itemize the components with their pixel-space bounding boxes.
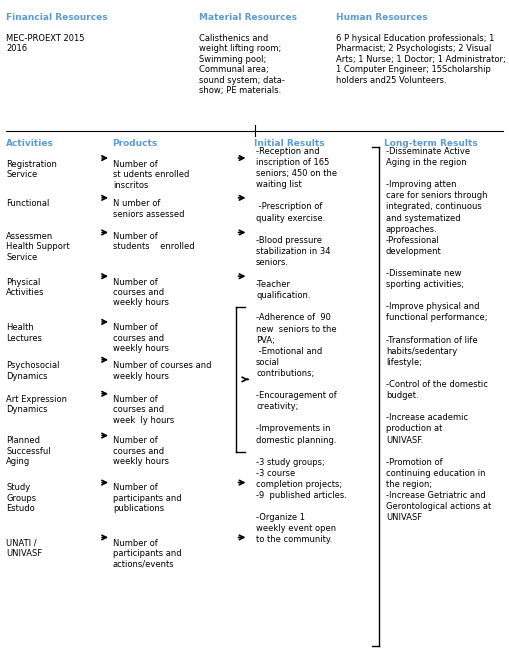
Text: Number of
courses and
weekly hours: Number of courses and weekly hours [113, 323, 169, 353]
Text: 6 P hysical Education professionals; 1
Pharmacist; 2 Psychologists; 2 Visual
Art: 6 P hysical Education professionals; 1 P… [336, 34, 505, 84]
Text: N umber of
seniors assessed: N umber of seniors assessed [113, 199, 184, 219]
Text: MEC-PROEXT 2015
2016: MEC-PROEXT 2015 2016 [6, 34, 84, 54]
Text: Number of
st udents enrolled
inscritos: Number of st udents enrolled inscritos [113, 160, 189, 190]
Text: Assessmen
Health Support
Service: Assessmen Health Support Service [6, 232, 70, 262]
Text: Human Resources: Human Resources [336, 13, 428, 22]
Text: Number of
participants and
publications: Number of participants and publications [113, 483, 182, 513]
Text: Financial Resources: Financial Resources [6, 13, 108, 22]
Text: Art Expression
Dynamics: Art Expression Dynamics [6, 395, 67, 415]
Text: Material Resources: Material Resources [199, 13, 297, 22]
Text: Functional: Functional [6, 199, 49, 208]
Text: UNATI /
UNIVASF: UNATI / UNIVASF [6, 539, 42, 558]
Text: Products: Products [112, 139, 157, 148]
Text: Psychosocial
Dynamics: Psychosocial Dynamics [6, 361, 60, 381]
Text: Initial Results: Initial Results [254, 139, 325, 148]
Text: Health
Lectures: Health Lectures [6, 323, 42, 343]
Text: Calisthenics and
weight lifting room;
Swimming pool;
Communal area;
sound system: Calisthenics and weight lifting room; Sw… [199, 34, 285, 95]
Text: Long-term Results: Long-term Results [384, 139, 478, 148]
Text: Number of
participants and
actions/events: Number of participants and actions/event… [113, 539, 182, 569]
Text: -Disseminate Active
Aging in the region

-Improving atten
care for seniors throu: -Disseminate Active Aging in the region … [386, 147, 491, 522]
Text: Number of
courses and
weekly hours: Number of courses and weekly hours [113, 436, 169, 466]
Text: Number of
courses and
weekly hours: Number of courses and weekly hours [113, 278, 169, 308]
Text: Number of courses and
weekly hours: Number of courses and weekly hours [113, 361, 212, 381]
Text: Activities: Activities [6, 139, 54, 148]
Text: Registration
Service: Registration Service [6, 160, 57, 180]
Text: Study
Groups
Estudo: Study Groups Estudo [6, 483, 36, 513]
Text: Number of
students    enrolled: Number of students enrolled [113, 232, 194, 251]
Text: Number of
courses and
week  ly hours: Number of courses and week ly hours [113, 395, 174, 425]
Text: Planned
Successful
Aging: Planned Successful Aging [6, 436, 51, 466]
Text: Physical
Activities: Physical Activities [6, 278, 45, 297]
Text: -Reception and
inscription of 165
seniors; 450 on the
waiting list

 -Prescripti: -Reception and inscription of 165 senior… [256, 147, 347, 545]
